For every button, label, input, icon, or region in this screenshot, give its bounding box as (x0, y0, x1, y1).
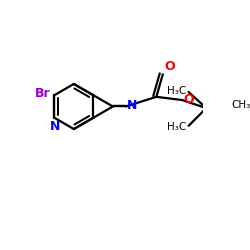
Text: H₃C: H₃C (167, 86, 186, 96)
Text: Br: Br (35, 87, 50, 100)
Text: N: N (50, 120, 60, 133)
Text: CH₃: CH₃ (231, 100, 250, 110)
Text: O: O (184, 93, 194, 106)
Text: O: O (164, 60, 175, 73)
Text: N: N (126, 99, 137, 112)
Text: H₃C: H₃C (167, 122, 186, 132)
